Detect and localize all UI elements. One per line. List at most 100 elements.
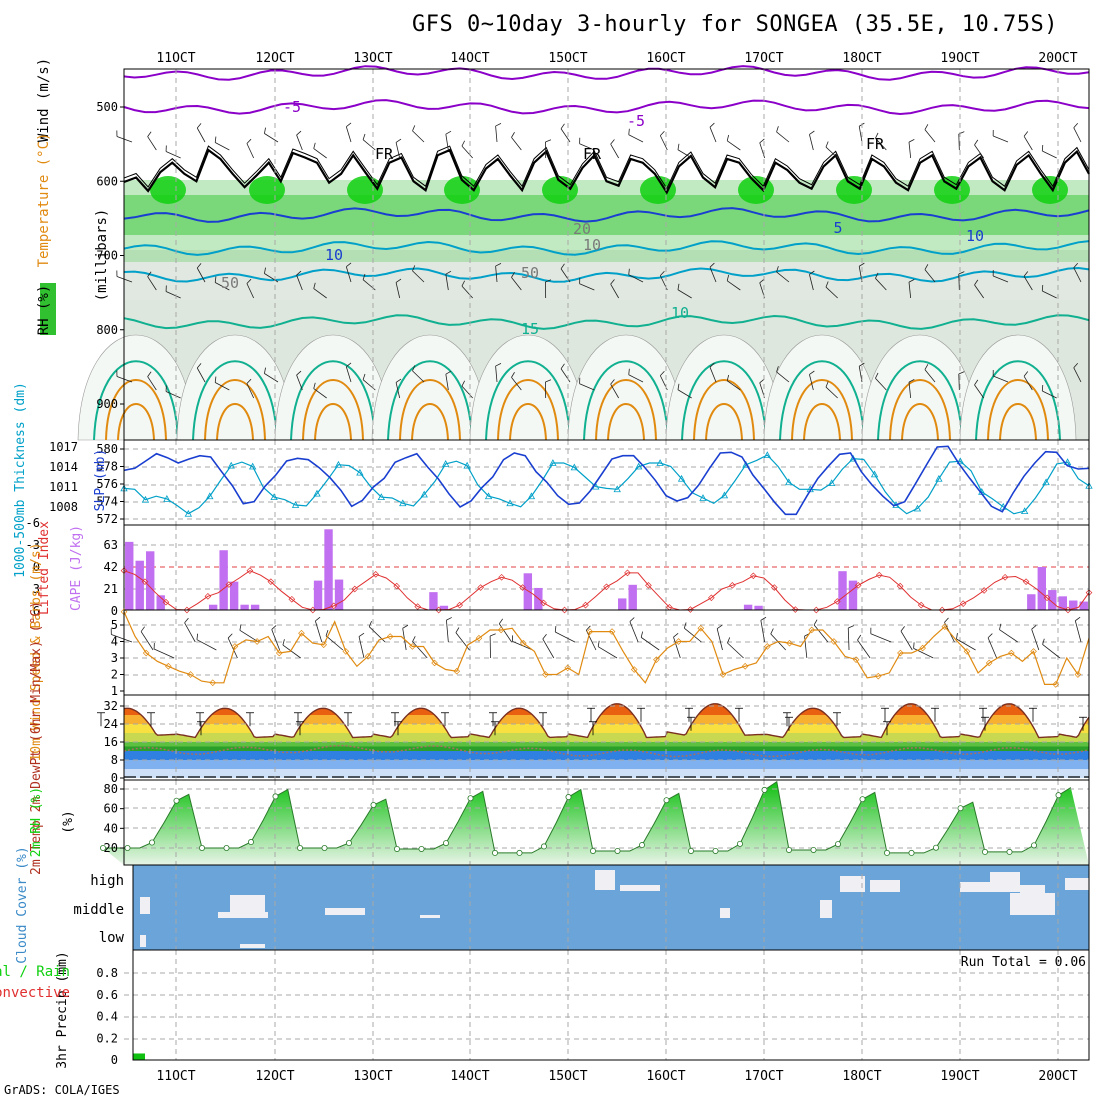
temp-contour-30 bbox=[901, 403, 939, 441]
temp-axis-label: 2m Temp 2m DewPt (6hr Min/Max) (°C) bbox=[29, 601, 44, 875]
wind-speed-point bbox=[187, 671, 194, 678]
thickness-point bbox=[506, 499, 514, 507]
wind-speed-point bbox=[719, 671, 727, 678]
wind-barb bbox=[759, 142, 766, 159]
freezing-level-line-2 bbox=[123, 145, 1090, 190]
thickness-point bbox=[1063, 458, 1072, 466]
wind-barb-feather bbox=[776, 266, 779, 273]
rh-point bbox=[957, 805, 964, 812]
precip-tick-label: 0 bbox=[111, 1053, 118, 1067]
wind-barb-feather bbox=[875, 132, 879, 139]
panel-frame bbox=[132, 949, 1090, 1061]
wind-barb-feather bbox=[313, 142, 316, 149]
wind-barb-feather bbox=[875, 372, 879, 379]
cloud-panel: high middle low Cloud Cover (%) bbox=[15, 846, 1090, 964]
precip-tick-label: 0.4 bbox=[96, 1010, 118, 1024]
lifted-index-point bbox=[959, 600, 967, 607]
wind-barb-feather bbox=[271, 625, 277, 630]
lifted-index-point bbox=[1001, 573, 1009, 581]
wind-barb-feather bbox=[875, 272, 879, 279]
cape-bar bbox=[125, 541, 134, 610]
contour-label: 15 bbox=[521, 320, 539, 338]
wind-speed-point bbox=[874, 672, 882, 680]
wind-barb-feather bbox=[140, 626, 145, 632]
wind-barb-feather bbox=[857, 634, 862, 641]
wind-barb bbox=[727, 642, 744, 659]
wind-barb bbox=[461, 145, 473, 159]
wind-barb-feather bbox=[825, 381, 829, 388]
wind-barb-feather bbox=[770, 628, 774, 635]
wind-barb bbox=[511, 377, 522, 391]
lifted-index-point bbox=[267, 578, 275, 585]
wind-barb bbox=[215, 142, 230, 151]
rh-axis-label: 2m RH (%) bbox=[29, 787, 44, 857]
wind-speed-point bbox=[142, 649, 150, 657]
lifted-index-point bbox=[938, 606, 946, 614]
y-tick-label: 60 bbox=[104, 802, 118, 816]
cape-bar bbox=[628, 584, 637, 610]
wind-barb-feather bbox=[709, 122, 715, 128]
wind-barb-feather bbox=[759, 138, 765, 144]
wind-barb-feather bbox=[974, 379, 979, 386]
wind-barb-feather bbox=[924, 364, 929, 370]
wind-barb-feather bbox=[445, 270, 452, 275]
rh-point bbox=[908, 849, 915, 856]
wind-barb bbox=[1073, 367, 1082, 383]
wind-speed-point bbox=[542, 671, 549, 678]
rh-point bbox=[1031, 842, 1038, 849]
x-tick-label-bottom: 16OCT bbox=[646, 1069, 685, 1084]
y-tick-label: 600 bbox=[96, 174, 118, 188]
y-tick-label: 8 bbox=[111, 753, 118, 767]
wind-barb-feather bbox=[726, 134, 730, 141]
wind-barb-feather bbox=[610, 139, 615, 145]
li-tick-label: 6 bbox=[33, 604, 40, 618]
cloud-patch bbox=[325, 908, 365, 915]
wind-barb bbox=[446, 620, 449, 643]
wind-barb bbox=[716, 628, 723, 651]
cape-bar bbox=[1037, 567, 1046, 610]
temp-contour-30 bbox=[117, 403, 155, 441]
wind-barb-feather bbox=[924, 264, 929, 270]
wind-barb-feather bbox=[511, 372, 515, 378]
wind-barb bbox=[461, 285, 473, 299]
wind-speed-point bbox=[919, 644, 926, 652]
temp-contour-30 bbox=[411, 403, 449, 441]
wind-barb bbox=[993, 135, 1009, 143]
wind-barb-feather bbox=[346, 362, 352, 368]
thickness-point bbox=[399, 499, 407, 507]
temp-contour-25 bbox=[105, 379, 167, 441]
x-tick-label-bottom: 17OCT bbox=[744, 1069, 783, 1084]
wind-speed-point bbox=[1052, 681, 1060, 688]
contour-label: 5 bbox=[833, 219, 842, 237]
wind-barb-feather bbox=[900, 626, 905, 632]
wind-barb-feather bbox=[246, 138, 252, 144]
wind-barb bbox=[908, 142, 912, 159]
cloud-patch bbox=[218, 912, 268, 918]
wind-barb bbox=[628, 374, 644, 383]
cape-bar bbox=[208, 604, 218, 610]
li-tick-label: -3 bbox=[26, 538, 40, 552]
wind-speed-point bbox=[963, 648, 971, 655]
wind-barb-feather bbox=[395, 278, 402, 283]
y-tick-label: 578 bbox=[96, 460, 118, 474]
wind-barb-feather bbox=[196, 263, 202, 269]
lifted-index-point bbox=[687, 606, 694, 613]
temp-contour-25 bbox=[693, 379, 755, 441]
wind-barb-feather bbox=[196, 123, 202, 129]
rh-point bbox=[1006, 848, 1013, 855]
temp-contour-25 bbox=[497, 379, 559, 441]
lifted-index-point bbox=[393, 582, 401, 590]
lifted-index-point bbox=[708, 594, 715, 602]
moist-cell bbox=[444, 176, 480, 204]
cape-li-panel: -6 -3 0 3 6 0 21 42 63 Lifted Index CAPE (J/kg) bbox=[26, 516, 1093, 618]
wind-barb bbox=[610, 143, 620, 159]
wind-barb-feather bbox=[1042, 638, 1045, 645]
wind-barb-feather bbox=[560, 363, 565, 369]
cloud-patch bbox=[620, 885, 660, 891]
wind-barb bbox=[579, 143, 595, 151]
lifted-index-point bbox=[624, 569, 631, 577]
thickness-point bbox=[785, 478, 793, 486]
lifted-index-point bbox=[204, 593, 212, 600]
wind-barb-feather bbox=[402, 624, 409, 629]
wind-barb-feather bbox=[412, 365, 416, 372]
